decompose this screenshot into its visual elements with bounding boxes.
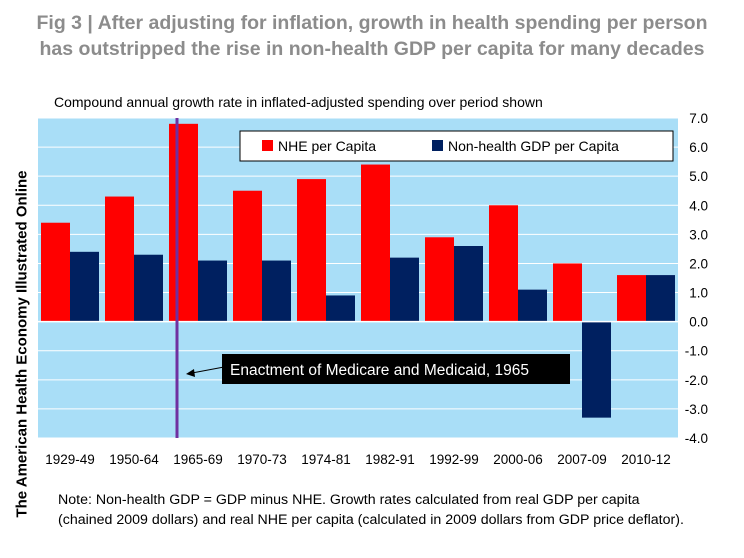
y-tick-label: 0.0 (689, 315, 708, 330)
bar-nhe-1992-99 (425, 237, 454, 322)
chart-title: Fig 3 | After adjusting for inflation, g… (36, 12, 708, 60)
x-tick-label: 1965-69 (173, 452, 223, 467)
x-tick-label: 1950-64 (109, 452, 159, 467)
x-tick-label: 1992-99 (429, 452, 479, 467)
legend-swatch (262, 140, 273, 151)
annotation-box (222, 354, 570, 384)
y-tick-label: -1.0 (685, 344, 708, 359)
chart-subtitle: Compound annual growth rate in inflated-… (54, 94, 543, 110)
legend-box (239, 130, 674, 162)
bar-gdp-1950-64 (134, 254, 163, 322)
legend: NHE per Capita Non-health GDP per Capita (239, 130, 674, 162)
bar-gdp-2007-09 (582, 321, 611, 418)
y-tick-label: 2.0 (689, 256, 708, 271)
bar-gdp-2000-06 (518, 289, 547, 322)
bar-gdp-2010-12 (646, 275, 675, 322)
bar-chart: -4.0 -3.0 -2.0 -1.0 0.0 1.0 2.0 3.0 4.0 5.0 6.0 7.0… (38, 111, 708, 467)
y-tick-label: 6.0 (689, 140, 708, 155)
x-axis-tick-labels: 1929-49 1950-64 1965-69 1970-73 1974-81 1982-… (45, 452, 671, 467)
annotation-text: Enactment of Medicare and Medicaid, 1965 (230, 362, 529, 379)
annotation-arrow (191, 366, 225, 374)
y-axis-tick-labels: -4.0 -3.0 -2.0 -1.0 0.0 1.0 2.0 3.0 4.0 5.0 6.0 7.0 (685, 111, 708, 446)
bars (41, 123, 675, 418)
legend-label: Non-health GDP per Capita (448, 138, 619, 154)
x-tick-label: 1974-81 (301, 452, 351, 467)
x-tick-label: 2007-09 (557, 452, 607, 467)
footnote-line-2: (chained 2009 dollars) and real NHE per … (58, 512, 684, 528)
bar-nhe-1950-64 (105, 196, 134, 322)
legend-swatch (432, 140, 443, 151)
y-tick-label: -4.0 (685, 431, 708, 446)
x-tick-label: 1929-49 (45, 452, 95, 467)
x-tick-label: 2010-12 (621, 452, 671, 467)
bar-nhe-2000-06 (489, 205, 518, 322)
bar-nhe-1929-49 (41, 222, 70, 322)
bar-gdp-1974-81 (326, 295, 355, 322)
y-tick-label: 1.0 (689, 286, 708, 301)
bar-gdp-1982-91 (390, 257, 419, 322)
bar-gdp-1965-69 (198, 260, 227, 322)
x-tick-label: 1970-73 (237, 452, 287, 467)
x-tick-label: 2000-06 (493, 452, 543, 467)
y-tick-label: 5.0 (689, 169, 708, 184)
bar-gdp-1992-99 (454, 246, 483, 322)
y-tick-label: 7.0 (689, 111, 708, 126)
y-tick-label: 3.0 (689, 227, 708, 242)
footnote-line-1: Note: Non-health GDP = GDP minus NHE. Gr… (58, 492, 640, 508)
bar-nhe-1970-73 (233, 190, 262, 322)
y-tick-label: 4.0 (689, 198, 708, 213)
x-tick-label: 1982-91 (365, 452, 415, 467)
bar-nhe-2010-12 (617, 275, 646, 322)
bar-nhe-1965-69 (169, 123, 198, 322)
bar-gdp-1929-49 (70, 251, 99, 322)
y-tick-label: -3.0 (685, 402, 708, 417)
annotation-arrowhead (186, 369, 195, 377)
footnote: Note: Non-health GDP = GDP minus NHE. Gr… (58, 490, 742, 530)
legend-label: NHE per Capita (278, 138, 376, 154)
bar-nhe-1982-91 (361, 164, 390, 322)
bar-nhe-2007-09 (553, 263, 582, 322)
annotation: Enactment of Medicare and Medicaid, 1965 (186, 354, 570, 384)
bar-nhe-1974-81 (297, 179, 326, 322)
bar-gdp-1970-73 (262, 260, 291, 322)
y-tick-label: -2.0 (685, 373, 708, 388)
